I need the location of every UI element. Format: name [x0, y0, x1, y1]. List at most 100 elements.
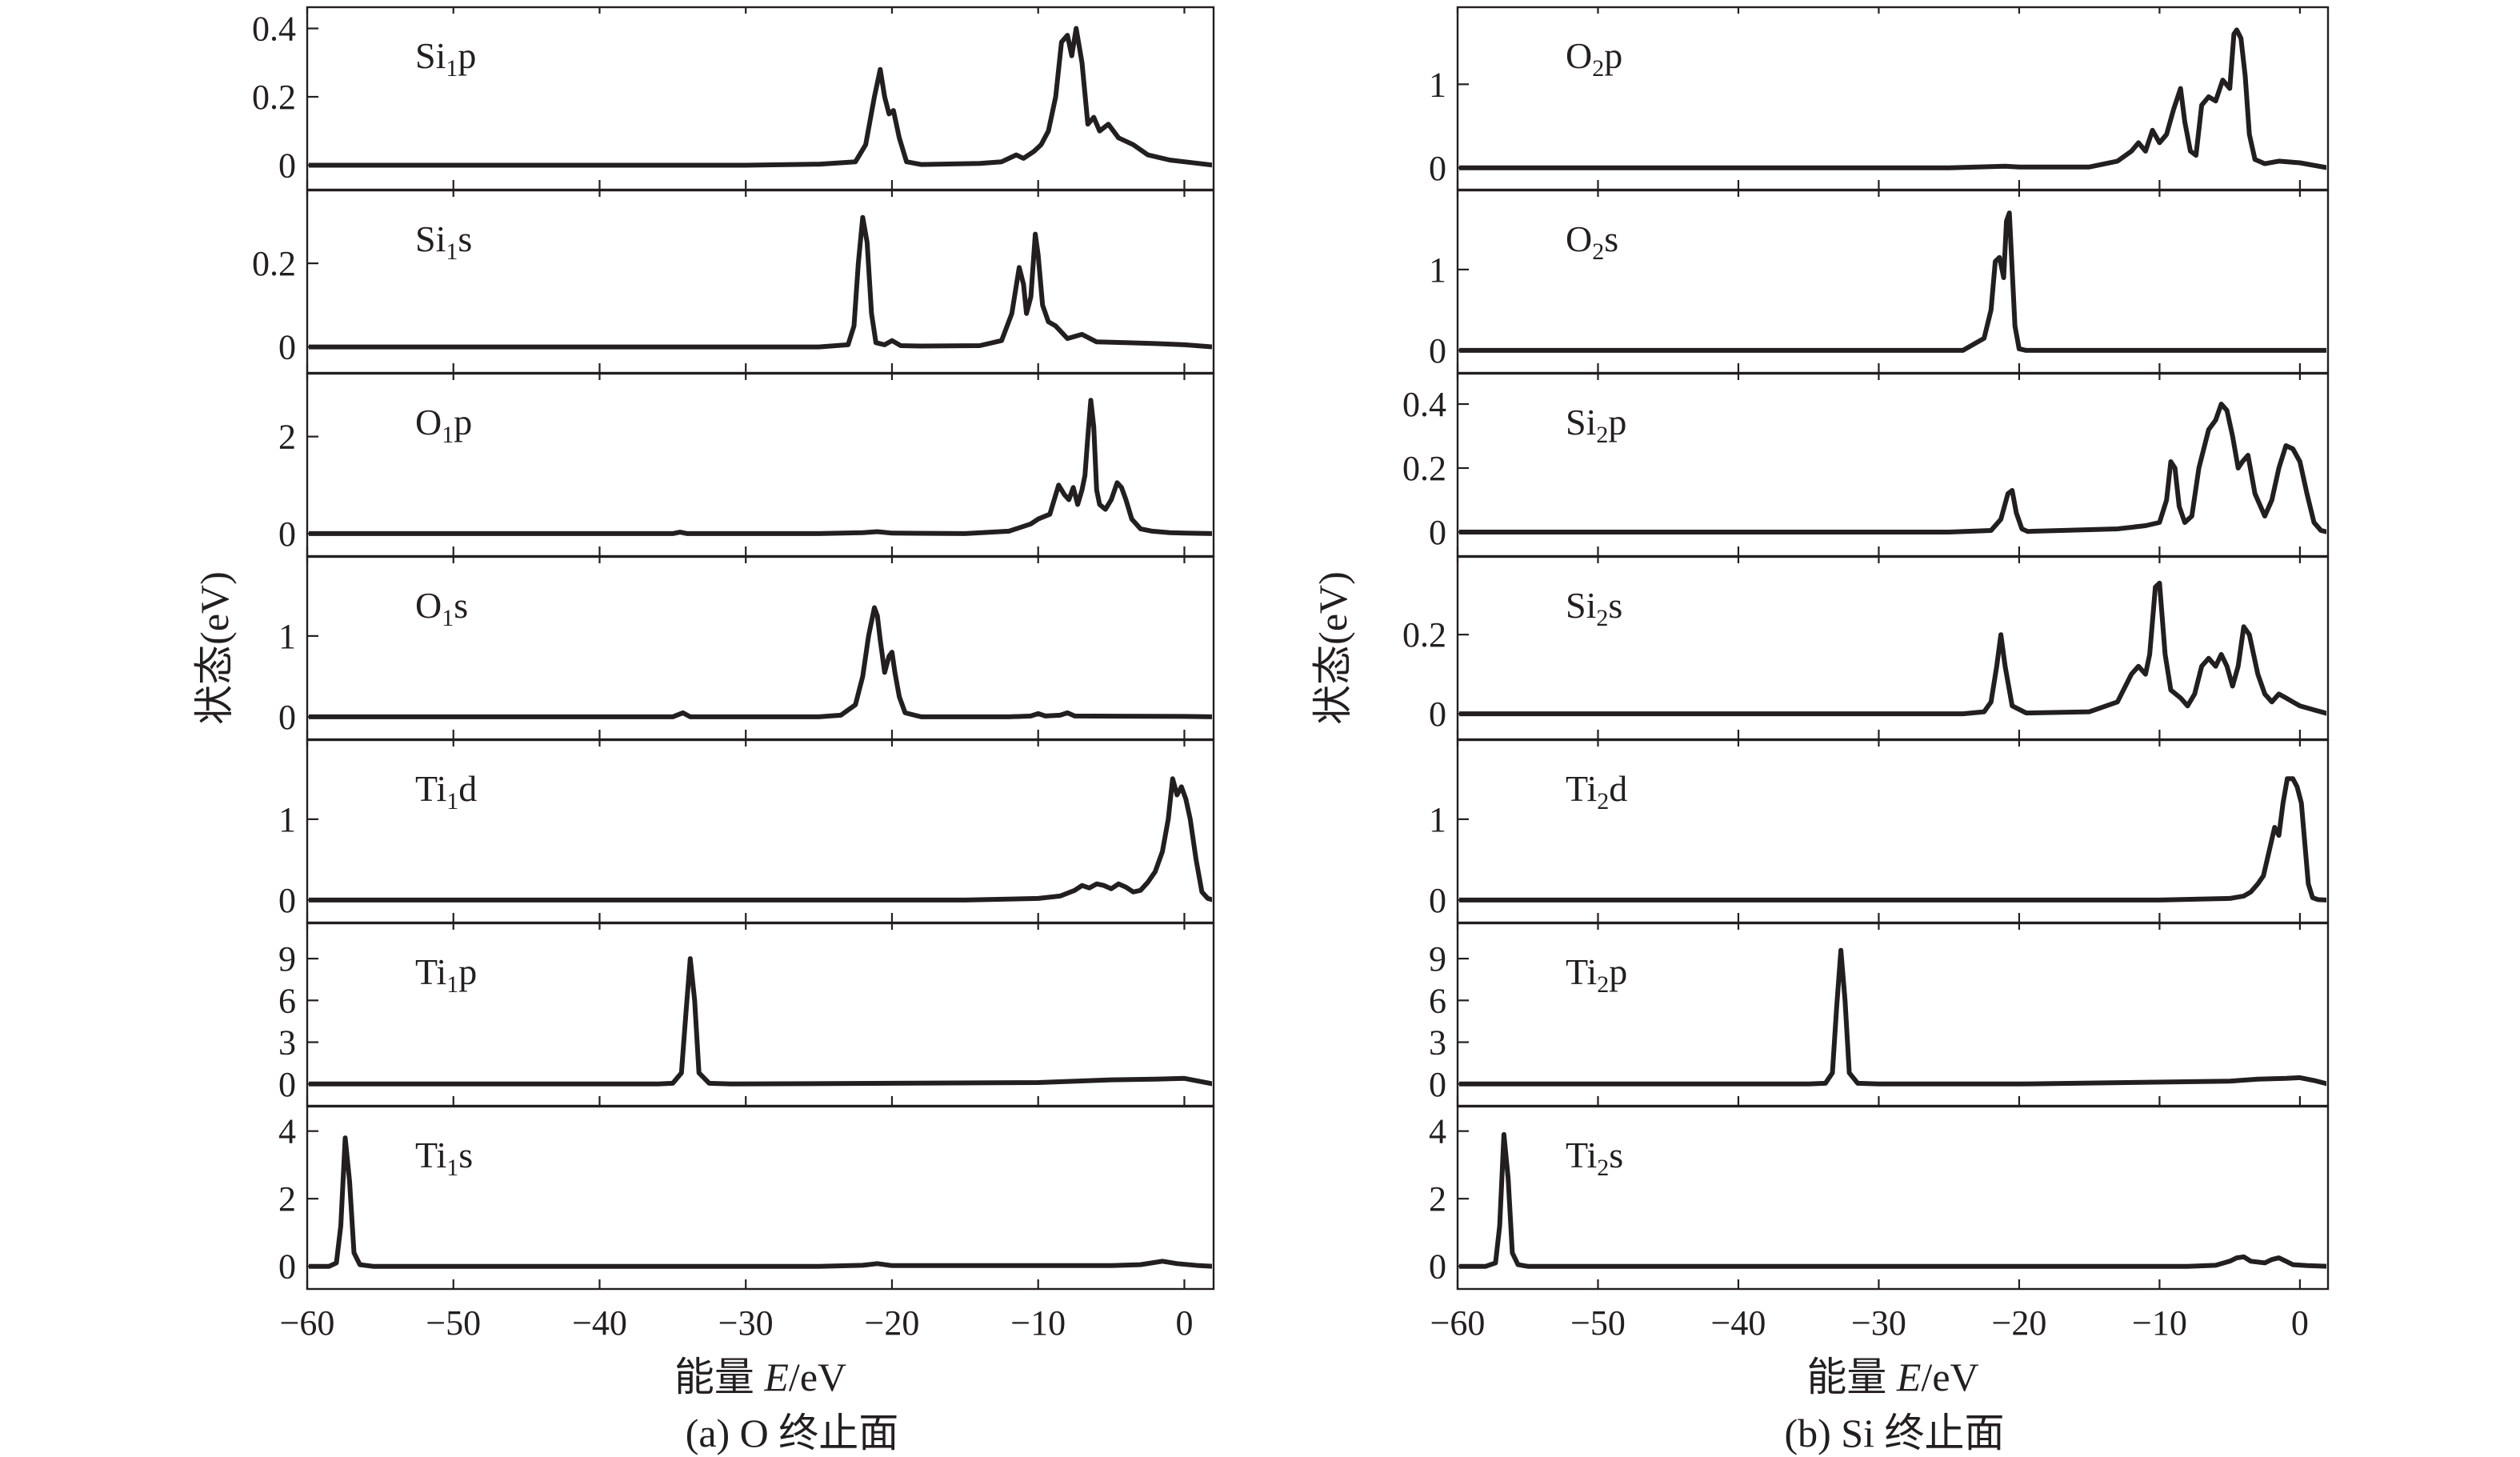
panel-label-index: 2: [1597, 1155, 1609, 1181]
panel-si1p: 0 0.2 0.4 Si1p: [252, 6, 1215, 191]
x-axis-title-unit: /eV: [1921, 1355, 1978, 1399]
panel-label: Si2p: [1566, 402, 1626, 448]
dos-curve-o2s: [1459, 210, 2326, 353]
panel-o2p: 0 1 O2p: [1429, 6, 2330, 191]
panel-label-orbital: p: [1609, 951, 1627, 992]
y-tick-label: 1: [1429, 250, 1446, 290]
y-tick-label: 6: [278, 981, 296, 1020]
x-tick-label: −60: [280, 1303, 335, 1343]
panel-label-element: O: [415, 402, 442, 442]
y-tick-label: 2: [278, 418, 296, 457]
panel-ti2d: 0 1 Ti2d: [1429, 739, 2330, 924]
panel-o2s: 0 1 O2s: [1429, 189, 2330, 374]
y-axis-title: 状态(eV): [192, 571, 237, 725]
panel-label-orbital: p: [458, 951, 477, 992]
panel-label: Si1p: [415, 35, 476, 82]
y-tick-label: 3: [1429, 1023, 1446, 1063]
y-tick-label: 0: [1429, 513, 1446, 552]
panel-label: Ti1p: [415, 951, 477, 998]
panel-label-orbital: p: [1604, 35, 1622, 76]
panel-label-orbital: s: [458, 218, 472, 259]
panel-label-index: 1: [446, 1155, 458, 1181]
y-tick-label: 3: [278, 1023, 296, 1063]
dos-curve-o2p: [1459, 27, 2326, 170]
panel-label-element: Si: [415, 218, 446, 259]
figure-caption: (b) Si 终止面: [1785, 1411, 2005, 1455]
dos-curve-si1p: [309, 26, 1212, 168]
dos-curve-ti2d: [1459, 776, 2326, 903]
x-tick-label: 0: [2291, 1303, 2309, 1343]
x-tick-label: −20: [865, 1303, 920, 1343]
y-tick-label: 0: [278, 146, 296, 185]
panel-label-index: 2: [1597, 971, 1609, 998]
panel-ti1s: 0 2 4 Ti1s: [278, 1105, 1215, 1291]
y-tick-label: 1: [278, 617, 296, 656]
y-tick-label: 0.4: [252, 10, 296, 49]
x-tick-label: −10: [2132, 1303, 2187, 1343]
panel-label-orbital: p: [1608, 402, 1626, 442]
x-tick-label: −50: [1570, 1303, 1626, 1343]
x-tick-label: −60: [1430, 1303, 1486, 1343]
x-tick-label: −40: [1711, 1303, 1766, 1343]
panel-label-orbital: p: [454, 402, 472, 442]
panel-label-index: 1: [446, 971, 458, 998]
dos-curve-o1s: [309, 605, 1212, 719]
panel-si1s: 0 0.2 Si1s: [252, 189, 1215, 374]
panel-label-index: 1: [446, 55, 458, 82]
x-tick-label: 0: [1175, 1303, 1193, 1343]
panel-label: Si2s: [1566, 585, 1622, 631]
dos-curve-si2p: [1459, 402, 2326, 534]
y-tick-label: 0.2: [1402, 615, 1446, 654]
y-tick-label: 0: [1429, 1247, 1446, 1287]
panel-label-orbital: s: [458, 1135, 473, 1175]
panel-frame: [306, 372, 1215, 558]
y-tick-label: 2: [1429, 1179, 1446, 1219]
x-tick-label: −40: [572, 1303, 627, 1343]
dos-curve-ti1p: [309, 956, 1212, 1087]
y-tick-label: 0: [278, 1247, 296, 1287]
y-tick-label: 9: [1429, 939, 1446, 979]
y-tick-label: 1: [1429, 800, 1446, 839]
y-tick-label: 0: [278, 328, 296, 367]
x-axis-title-symbol: E: [763, 1355, 789, 1399]
panel-label-element: Ti: [415, 768, 446, 809]
panel-label-element: Ti: [1566, 768, 1597, 809]
x-axis-title-prefix: 能量: [1806, 1355, 1897, 1399]
y-tick-label: 1: [1429, 65, 1446, 104]
panel-frame: [306, 555, 1215, 741]
x-axis-title-symbol: E: [1896, 1355, 1922, 1399]
panel-label: Ti1s: [415, 1135, 473, 1181]
panel-label-index: 1: [442, 605, 454, 631]
y-tick-label: 0: [278, 514, 296, 554]
figure-caption: (a) O 终止面: [686, 1411, 899, 1455]
panel-label: O2p: [1566, 35, 1622, 82]
dos-curve-si2s: [1459, 580, 2326, 717]
panel-label-index: 1: [446, 238, 458, 265]
y-tick-label: 0: [1429, 331, 1446, 370]
panel-label-element: Si: [415, 35, 446, 76]
panel-label: O1s: [415, 585, 468, 631]
panel-label-orbital: p: [458, 35, 476, 76]
panel-frame: [1456, 1105, 2330, 1291]
x-tick-label: −10: [1010, 1303, 1066, 1343]
panel-label: Ti1d: [415, 768, 477, 815]
x-axis-title-prefix: 能量: [674, 1355, 765, 1399]
panel-o1p: 0 2 O1p: [278, 372, 1215, 558]
panel-label-orbital: d: [1609, 768, 1627, 809]
y-tick-label: 6: [1429, 981, 1446, 1020]
x-tick-label: −20: [1992, 1303, 2047, 1343]
panel-label-orbital: s: [1608, 585, 1622, 626]
y-tick-label: 0: [278, 1065, 296, 1104]
y-tick-label: 0.2: [1402, 449, 1446, 488]
panel-label-index: 1: [446, 788, 458, 815]
panel-label-orbital: s: [454, 585, 468, 626]
y-axis-title: 状态(eV): [1310, 571, 1355, 725]
y-tick-label: 0: [1429, 149, 1446, 188]
dos-curve-ti1s: [309, 1135, 1212, 1269]
panel-label-element: Ti: [1566, 951, 1597, 992]
